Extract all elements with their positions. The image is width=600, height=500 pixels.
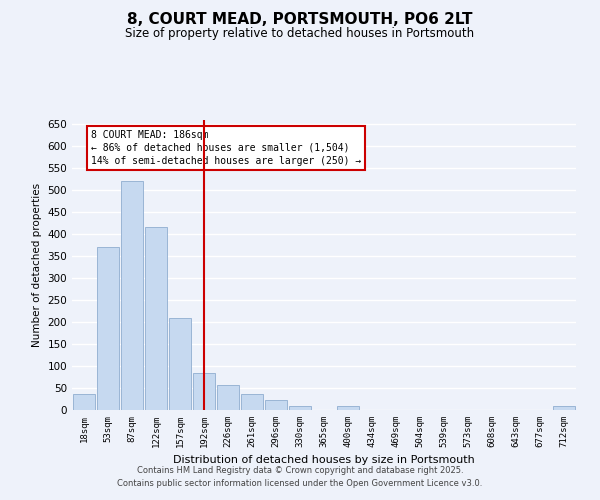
Text: 8 COURT MEAD: 186sqm
← 86% of detached houses are smaller (1,504)
14% of semi-de: 8 COURT MEAD: 186sqm ← 86% of detached h…	[91, 130, 361, 166]
Bar	[553, 406, 575, 410]
Y-axis label: Number of detached properties: Number of detached properties	[32, 183, 42, 347]
Text: Size of property relative to detached houses in Portsmouth: Size of property relative to detached ho…	[125, 28, 475, 40]
Bar	[97, 248, 119, 410]
Text: 8, COURT MEAD, PORTSMOUTH, PO6 2LT: 8, COURT MEAD, PORTSMOUTH, PO6 2LT	[127, 12, 473, 28]
Bar	[217, 385, 239, 410]
Bar	[337, 406, 359, 410]
Bar	[289, 406, 311, 410]
Bar	[241, 394, 263, 410]
Bar	[265, 400, 287, 410]
Bar	[169, 318, 191, 410]
Bar	[73, 394, 95, 410]
Bar	[145, 227, 167, 410]
Bar	[193, 372, 215, 410]
X-axis label: Distribution of detached houses by size in Portsmouth: Distribution of detached houses by size …	[173, 456, 475, 466]
Text: Contains HM Land Registry data © Crown copyright and database right 2025.
Contai: Contains HM Land Registry data © Crown c…	[118, 466, 482, 487]
Bar	[121, 180, 143, 410]
